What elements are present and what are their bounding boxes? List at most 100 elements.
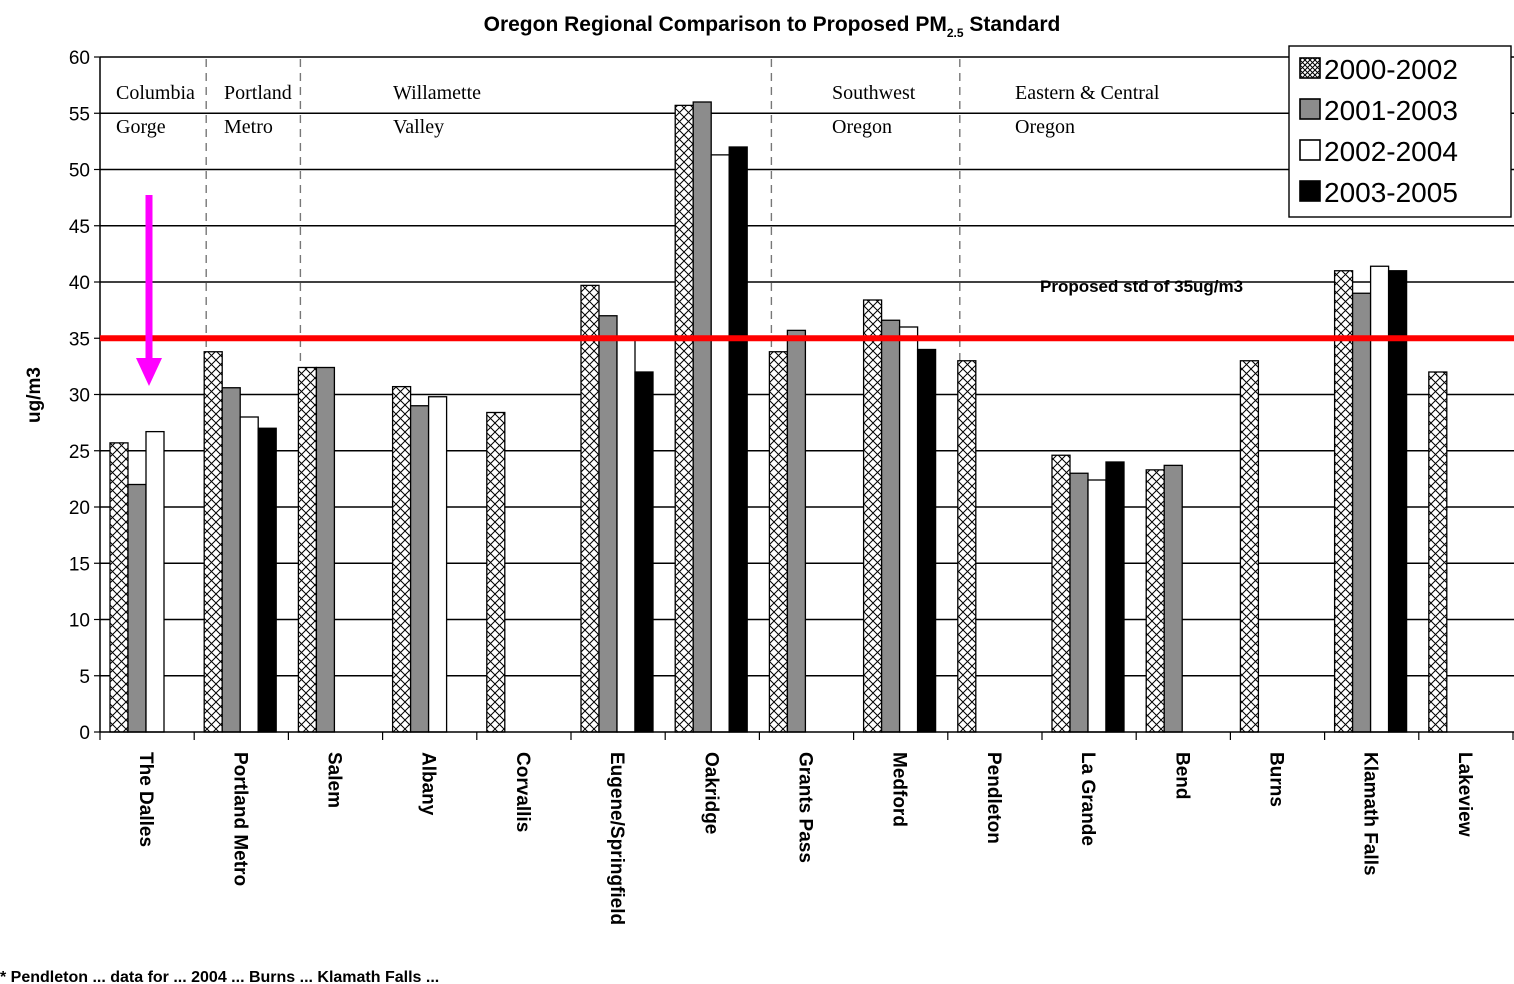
chart-title: Oregon Regional Comparison to Proposed P… bbox=[484, 13, 1061, 40]
bar-gray bbox=[1069, 472, 1089, 733]
region-label: Southwest bbox=[832, 82, 916, 104]
arrow-head bbox=[136, 358, 162, 386]
legend-label: 2003-2005 bbox=[1324, 177, 1458, 208]
bar-crosshatch bbox=[391, 385, 412, 733]
bar-gray bbox=[315, 366, 336, 733]
bar-crosshatch bbox=[768, 351, 789, 733]
x-category-label: Eugene/Springfield bbox=[606, 752, 627, 925]
legend-swatch bbox=[1299, 139, 1321, 161]
region-labels: Columbia Gorge Portland Metro Willamette Vall… bbox=[116, 82, 1160, 138]
y-tick-label: 60 bbox=[69, 48, 90, 69]
highlight-arrow bbox=[136, 195, 162, 386]
bar-crosshatch bbox=[957, 360, 977, 733]
bar-crosshatch bbox=[1239, 360, 1260, 733]
y-tick-label: 5 bbox=[79, 667, 90, 688]
region-label: Oregon bbox=[832, 116, 892, 138]
bar-white bbox=[427, 396, 448, 733]
bar-crosshatch bbox=[203, 351, 223, 733]
bar-gray bbox=[598, 315, 618, 733]
chart-title-main: Oregon Regional Comparison to Proposed P… bbox=[484, 13, 947, 36]
bar-gray bbox=[1351, 292, 1372, 733]
chart-title-suffix: Standard bbox=[964, 13, 1061, 36]
bar-gray bbox=[409, 405, 430, 733]
x-category-label: Klamath Falls bbox=[1360, 752, 1381, 876]
bar-crosshatch bbox=[486, 411, 506, 733]
x-category-label: Burns bbox=[1266, 752, 1287, 807]
x-category-label: Pendleton bbox=[983, 752, 1004, 844]
y-tick-label: 10 bbox=[69, 611, 90, 632]
x-category-label: Albany bbox=[418, 752, 439, 816]
legend-swatch bbox=[1299, 180, 1321, 202]
bar-gray bbox=[692, 101, 712, 733]
y-tick-label: 0 bbox=[79, 723, 90, 744]
chart-title-subscript: 2.5 bbox=[947, 26, 964, 40]
bar-white bbox=[710, 154, 730, 733]
legend-label: 2000-2002 bbox=[1324, 54, 1458, 85]
legend-swatch bbox=[1299, 57, 1321, 79]
y-tick-label: 20 bbox=[69, 498, 90, 519]
y-tick-label: 50 bbox=[69, 161, 90, 182]
y-tick-label: 40 bbox=[69, 273, 90, 294]
bar-black bbox=[916, 348, 937, 733]
y-tick-label: 55 bbox=[69, 104, 90, 125]
region-label: Willamette bbox=[393, 82, 481, 104]
bar-gray bbox=[786, 329, 807, 733]
x-category-label: Portland Metro bbox=[229, 752, 250, 886]
x-category-label: The Dalles bbox=[135, 752, 156, 847]
y-axis-label: ug/m3 bbox=[24, 367, 45, 423]
bar-gray bbox=[221, 387, 241, 733]
gridlines bbox=[100, 56, 1514, 677]
bars bbox=[109, 101, 1448, 733]
bar-white bbox=[239, 416, 259, 733]
reference-line-group: Proposed std of 35ug/m3 bbox=[100, 277, 1514, 342]
bar-black bbox=[728, 146, 748, 733]
x-category-label: Bend bbox=[1171, 752, 1192, 800]
y-tick-label: 45 bbox=[69, 217, 90, 238]
bar-white bbox=[898, 326, 919, 733]
region-label: Portland bbox=[224, 82, 292, 104]
y-tick-label: 35 bbox=[69, 329, 90, 350]
region-label: Eastern & Central bbox=[1015, 82, 1160, 104]
bar-white bbox=[1087, 479, 1107, 733]
reference-line-label: Proposed std of 35ug/m3 bbox=[1040, 277, 1243, 296]
x-category-label: Grants Pass bbox=[795, 752, 816, 863]
x-category-label: Oakridge bbox=[700, 752, 721, 834]
x-category-label: La Grande bbox=[1077, 752, 1098, 846]
legend: 2000-2002 2001-2003 2002-2004 2003-2005 bbox=[1288, 45, 1512, 218]
region-label: Columbia bbox=[116, 82, 195, 104]
region-label: Gorge bbox=[116, 116, 166, 138]
x-category-label: Medford bbox=[889, 752, 910, 827]
y-tick-label: 25 bbox=[69, 442, 90, 463]
bar-crosshatch bbox=[580, 284, 600, 733]
bar-crosshatch bbox=[1145, 469, 1165, 733]
x-category-label: Corvallis bbox=[512, 752, 533, 832]
y-tick-label: 30 bbox=[69, 386, 90, 407]
x-category-label: Lakeview bbox=[1454, 752, 1475, 837]
bar-gray bbox=[127, 483, 147, 733]
x-axis-labels: The Dalles Portland Metro Salem Albany Corva… bbox=[135, 752, 1475, 925]
x-category-label: Salem bbox=[324, 752, 345, 808]
y-axis-ticks: 0 5 10 15 20 25 30 35 40 45 50 55 60 bbox=[69, 48, 100, 744]
bar-white bbox=[616, 337, 636, 733]
bar-crosshatch bbox=[1428, 371, 1448, 733]
bar-crosshatch bbox=[109, 442, 129, 733]
bar-black bbox=[257, 427, 277, 733]
legend-swatch bbox=[1299, 98, 1321, 120]
bar-black bbox=[634, 371, 654, 733]
region-label: Metro bbox=[224, 116, 273, 138]
bar-crosshatch bbox=[674, 104, 694, 733]
axes bbox=[99, 57, 1514, 740]
footnote: * Pendleton ... data for ... 2004 ... Bu… bbox=[0, 969, 439, 984]
bar-gray bbox=[1163, 464, 1183, 733]
bar-crosshatch bbox=[862, 299, 883, 733]
region-label: Valley bbox=[393, 116, 444, 138]
legend-label: 2002-2004 bbox=[1324, 136, 1458, 167]
bar-white bbox=[145, 430, 165, 733]
legend-box bbox=[1288, 45, 1512, 218]
legend-label: 2001-2003 bbox=[1324, 95, 1458, 126]
region-label: Oregon bbox=[1015, 116, 1075, 138]
bar-gray bbox=[880, 319, 901, 733]
bar-black bbox=[1105, 461, 1125, 733]
bar-crosshatch bbox=[297, 366, 318, 733]
